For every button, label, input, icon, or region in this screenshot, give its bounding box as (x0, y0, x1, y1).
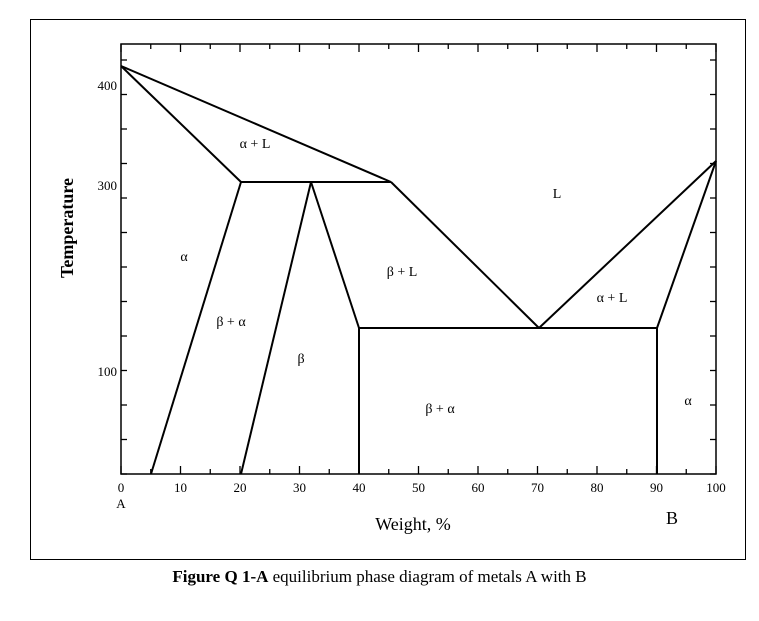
region-liquid: L (553, 187, 562, 202)
solvus-alpha-left (150, 181, 242, 475)
region-beta-alpha-bottom: β + α (425, 402, 455, 417)
liquidus-middle (390, 181, 540, 329)
region-alpha-right: α (684, 394, 692, 409)
caption-text: equilibrium phase diagram of metals A wi… (268, 567, 587, 586)
plot-area (120, 43, 717, 475)
region-beta: β (297, 352, 304, 367)
region-alpha-left: α (180, 250, 188, 265)
solvus-beta-left (240, 181, 312, 475)
liquidus-left (120, 65, 392, 183)
region-alpha-liquid-right: α + L (597, 291, 628, 306)
x-tick-label: 80 (591, 480, 604, 495)
x-tick-label: 60 (472, 480, 485, 495)
figure-caption: Figure Q 1-A equilibrium phase diagram o… (0, 567, 759, 587)
x-tick-label: 50 (412, 480, 425, 495)
region-beta-alpha-left: β + α (216, 315, 246, 330)
axis-ticks (120, 44, 717, 475)
x-tick-label: 10 (174, 480, 187, 495)
y-tick-300: 300 (98, 178, 118, 193)
x-tick-label: 70 (531, 480, 544, 495)
component-a-label: A (116, 496, 126, 511)
x-tick-label: 0 (118, 480, 125, 495)
phase-boundaries (120, 65, 717, 475)
x-tick-label: 90 (650, 480, 663, 495)
x-tick-label: 100 (706, 480, 726, 495)
y-axis-label: Temperature (57, 178, 77, 278)
x-tick-label: 20 (234, 480, 247, 495)
x-tick-labels: 0 10 20 30 40 50 60 70 80 90 100 (118, 480, 726, 495)
region-alpha-liquid-left: α + L (240, 137, 271, 152)
y-tick-100: 100 (98, 364, 118, 379)
solidus-alpha-left (120, 65, 242, 183)
component-b-label: B (666, 508, 678, 528)
x-tick-label: 30 (293, 480, 306, 495)
x-axis-label: Weight, % (375, 514, 451, 534)
figure-frame (30, 19, 746, 560)
liquidus-right (538, 160, 717, 329)
x-tick-label: 40 (353, 480, 366, 495)
region-beta-liquid: β + L (387, 265, 418, 280)
solidus-beta (310, 181, 360, 329)
y-tick-400: 400 (98, 78, 118, 93)
solidus-alpha-right (656, 160, 717, 329)
caption-figure-number: Figure Q 1-A (172, 567, 269, 586)
